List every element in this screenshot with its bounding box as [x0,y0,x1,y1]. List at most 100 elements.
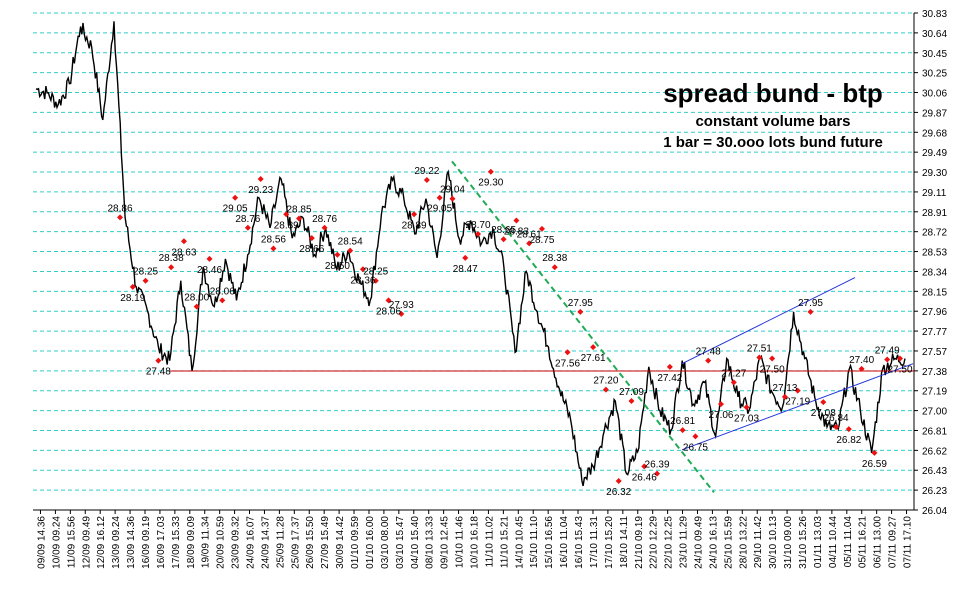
pivot-label: 28.75 [529,235,554,246]
y-tick-label: 29.87 [922,108,947,119]
pivot-marker [398,310,405,317]
pivot-label: 26.32 [606,487,631,498]
x-tick-label: 23/10 11.29 [679,516,690,569]
x-tick-label: 10/09 09.24 [51,516,62,569]
pivot-marker [845,426,852,433]
pivot-marker [436,194,443,201]
x-tick-label: 30/09 14.42 [335,516,346,569]
pivot-label: 28.25 [363,267,388,278]
pivot-label: 28.66 [299,244,324,255]
x-tick-label: 19/09 11.34 [201,516,212,569]
pivot-label: 27.61 [581,353,606,364]
pivot-marker [897,355,903,362]
pivot-labels: 28.8628.1928.2527.4828.3828.6328.0028.46… [107,166,912,498]
pivot-marker [538,225,545,232]
pivot-label: 28.38 [159,253,184,264]
x-tick-label: 16/10 15.43 [574,516,585,569]
pivot-label: 28.89 [274,220,299,231]
y-tick-label: 27.77 [922,327,947,338]
pivot-label: 28.38 [542,253,567,264]
pivot-marker [743,404,750,411]
pivot-marker [308,235,315,242]
pivot-label: 27.09 [619,387,644,398]
x-tick-label: 13/09 09.24 [111,516,122,569]
pivot-label: 28.19 [120,293,145,304]
pivot-marker [168,264,175,271]
x-tick-label: 26/09 15.50 [305,516,316,569]
pivot-marker [411,211,418,218]
y-tick-label: 26.23 [922,486,947,497]
pivot-marker [270,245,277,252]
x-tick-label: 30/10 10.13 [768,516,779,569]
pivot-label: 28.54 [338,237,363,248]
pivot-label: 27.08 [811,408,836,419]
y-tick-label: 26.43 [922,466,947,477]
x-tick-label: 14/10 10.45 [514,516,525,569]
y-tick-label: 30.45 [922,49,947,60]
pivot-marker [756,354,763,361]
pivot-marker [321,224,328,231]
y-tick-label: 27.19 [922,387,947,398]
x-tick-label: 09/10 12.45 [440,516,451,569]
pivot-label: 29.30 [478,178,503,189]
pivot-label: 27.95 [568,298,593,309]
pivot-label: 26.75 [683,442,708,453]
pivot-marker [858,365,865,372]
y-tick-label: 26.62 [922,446,947,457]
x-tick-label: 06/11 13.00 [873,516,884,569]
pivot-label: 27.49 [875,346,900,357]
pivot-label: 27.50 [760,365,785,376]
pivot-marker [449,195,456,202]
pivot-label: 28.00 [184,293,209,304]
pivot-marker [794,387,801,394]
x-tick-label: 03/10 15.47 [395,516,406,569]
x-tick-label: 25/09 17.37 [290,516,301,569]
pivot-marker [705,357,712,364]
x-tick-label: 18/10 14.11 [619,516,630,569]
pivot-marker [385,297,392,304]
x-tick-label: 08/10 13.33 [425,516,436,569]
x-tick-label: 10/10 11.46 [455,516,466,569]
x-tick-label: 17/10 11.31 [589,516,600,569]
x-tick-label: 15/10 16.56 [544,516,555,569]
x-tick-label: 13/09 14.36 [126,516,137,569]
pivot-label: 28.06 [210,286,235,297]
x-tick-label: 16/10 11.04 [559,516,570,569]
series-trendline [451,160,715,493]
y-axis: 30.83 30.64 30.45 30.25 30.06 29.87 29.68 29.49… [913,9,947,517]
pivot-label: 28.25 [133,267,158,278]
pivot-marker [781,393,788,400]
pivot-label: 26.82 [836,435,861,446]
pivot-marker [602,386,609,393]
x-tick-label: 01/10 09.59 [350,516,361,569]
pivot-label: 28.61 [517,229,542,240]
x-tick-label: 11/09 15.56 [66,516,77,569]
pivot-marker [590,344,597,351]
chart-subtitle-2: 1 bar = 30.ooo lots bund future [663,134,883,151]
pivot-label: 27.03 [734,413,759,424]
pivot-marker [475,231,482,238]
pivot-label: 27.93 [389,300,414,311]
pivot-marker [129,283,136,290]
x-tick-label: 20/09 10.59 [216,516,227,569]
pivot-label: 27.56 [555,358,580,369]
pivot-label: 28.65 [491,225,516,236]
x-axis: 09/09 14.36 10/09 09.24 11/09 15.56 12/09 0… [33,509,914,569]
pivot-label: 28.76 [235,214,260,225]
x-tick-label: 01/11 13.03 [813,516,824,569]
pivot-label: 27.48 [696,347,721,358]
pivot-marker [117,214,123,221]
x-tick-label: 07/11 09.27 [888,516,899,569]
x-tick-label: 23/09 09.32 [231,516,242,569]
pivot-label: 27.27 [721,368,746,379]
x-tick-label: 05/11 16.21 [858,516,869,569]
pivot-label: 29.05 [223,204,248,215]
x-tick-label: 31/10 09.00 [783,516,794,569]
pivot-label: 27.51 [747,343,772,354]
x-tick-label: 04/10 15.40 [410,516,421,569]
pivot-label: 29.22 [414,166,439,177]
series-channel-lower [681,363,914,451]
x-tick-label: 24/09 16.07 [246,516,257,569]
pivot-label: 28.89 [402,220,427,231]
pivot-marker [180,238,187,245]
